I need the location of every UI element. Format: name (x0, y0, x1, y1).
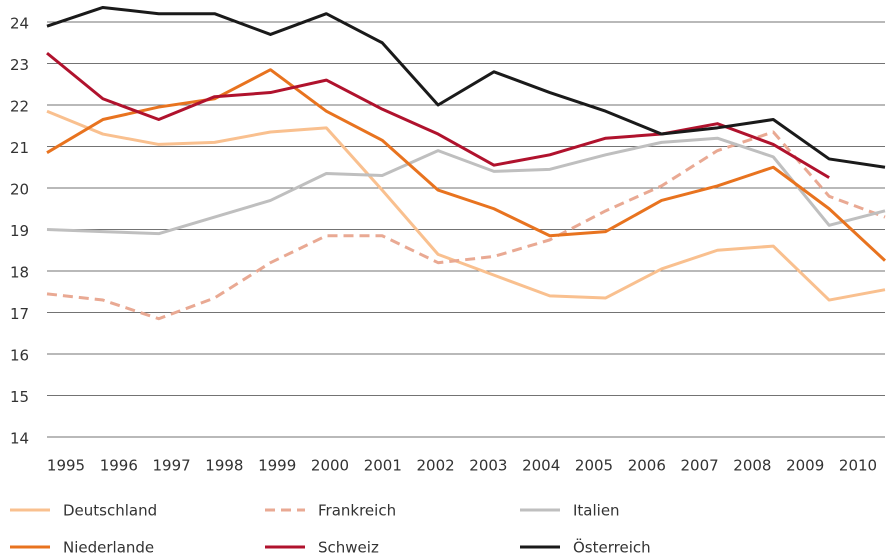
y-tick-label: 23 (10, 56, 29, 74)
legend-label: Schweiz (318, 539, 379, 557)
x-tick-label: 1999 (258, 457, 296, 475)
legend-label: Niederlande (63, 539, 154, 557)
x-tick-label: 2004 (522, 457, 560, 475)
x-tick-label: 1996 (100, 457, 138, 475)
x-tick-label: 2001 (364, 457, 402, 475)
x-tick-label: 2002 (417, 457, 455, 475)
y-tick-label: 18 (10, 264, 29, 282)
line-series (46, 68, 887, 262)
legend-label: Frankreich (318, 502, 396, 520)
line-series (46, 109, 886, 302)
y-tick-label: 22 (10, 98, 29, 116)
x-tick-label: 1995 (47, 457, 85, 475)
x-tick-label: 2003 (469, 457, 507, 475)
y-tick-label: 21 (10, 139, 29, 157)
x-tick-label: 2005 (575, 457, 613, 475)
x-tick-label: 2009 (786, 457, 824, 475)
line-series (46, 5, 886, 169)
line-series (46, 130, 886, 321)
x-tick-label: 1997 (153, 457, 191, 475)
y-tick-label: 15 (10, 388, 29, 406)
legend-label: Deutschland (63, 502, 157, 520)
x-tick-label: 2000 (311, 457, 349, 475)
x-tick-label: 1998 (205, 457, 243, 475)
line-series (46, 51, 830, 179)
y-tick-label: 17 (10, 305, 29, 323)
y-tick-label: 19 (10, 222, 29, 240)
legend-label: Italien (573, 502, 620, 520)
y-tick-label: 20 (10, 181, 29, 199)
line-series (46, 136, 886, 236)
y-tick-label: 16 (10, 347, 29, 365)
y-tick-label: 24 (10, 15, 29, 33)
legend-label: Österreich (573, 538, 651, 557)
x-tick-label: 2010 (839, 457, 877, 475)
y-tick-label: 14 (10, 430, 29, 448)
x-tick-label: 2008 (733, 457, 771, 475)
x-tick-label: 2006 (628, 457, 666, 475)
x-tick-label: 2007 (681, 457, 719, 475)
